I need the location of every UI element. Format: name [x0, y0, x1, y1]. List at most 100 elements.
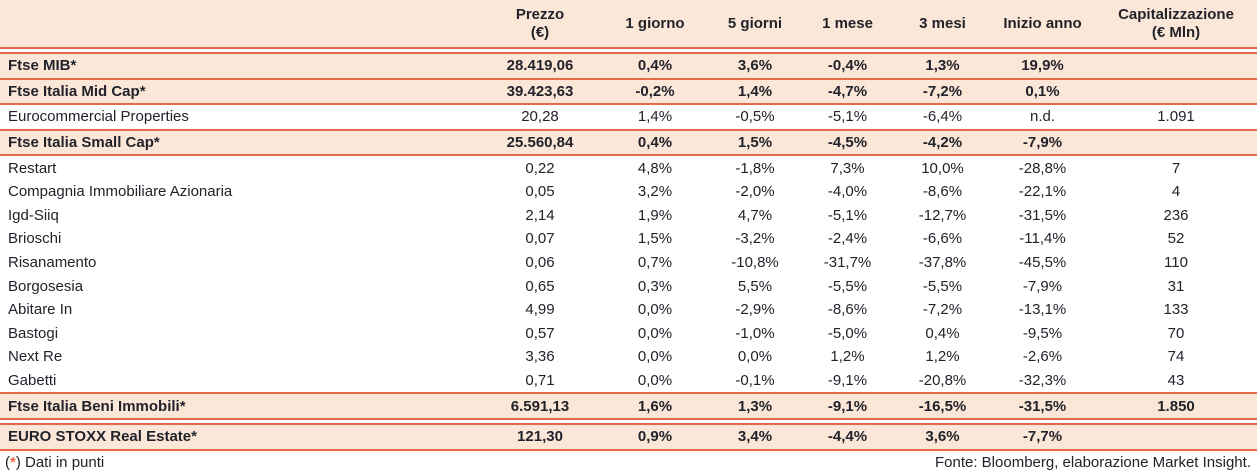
row-value-g5: 1,3% [737, 397, 773, 415]
row-name: EURO STOXX Real Estate* [8, 428, 197, 446]
row-value-m1: -8,6% [827, 301, 868, 319]
row-value-m1: -4,4% [827, 428, 868, 446]
row-value-m1: -5,0% [827, 324, 868, 342]
row-value-prezzo: 25.560,84 [506, 134, 574, 152]
header-label-line1: 1 giorno [625, 14, 685, 32]
row-name: Igd-Siiq [8, 206, 59, 224]
divider [0, 47, 1257, 49]
row-value-m3: 0,4% [925, 324, 960, 342]
row-value-ytd: -9,5% [1022, 324, 1063, 342]
row-name: Gabetti [8, 372, 57, 390]
header-cell: 3 mesi [895, 15, 990, 32]
row-value-m3: -16,5% [918, 397, 967, 415]
divider [0, 392, 1257, 395]
row-value-m1: -4,7% [827, 82, 868, 100]
row-value-prezzo: 6.591,13 [510, 397, 570, 415]
row-value-g1: 0,0% [637, 301, 673, 319]
row-value-cap: 133 [1163, 301, 1189, 319]
row-value-prezzo: 0,57 [525, 324, 555, 342]
row-value-m1: 1,2% [830, 348, 865, 366]
row-name: Risanamento [8, 254, 97, 272]
row-name: Ftse MIB* [8, 57, 77, 75]
row-value-ytd: -7,9% [1022, 134, 1063, 152]
row-value-m1: -4,5% [827, 134, 868, 152]
row-value-m3: -6,6% [922, 230, 963, 248]
table-row: Bastogi 0,57 0,0% -1,0% -5,0% 0,4% -9,5% 70 [0, 321, 1257, 346]
row-value-ytd: -2,6% [1022, 348, 1063, 366]
divider [0, 77, 1257, 80]
row-value-m3: -7,2% [922, 301, 963, 319]
row-value-prezzo: 0,71 [525, 372, 555, 390]
row-value-ytd: -11,4% [1019, 230, 1066, 248]
row-value-m1: -5,5% [827, 277, 868, 295]
row-value-cap: 43 [1167, 372, 1185, 390]
row-value-cap: 31 [1167, 277, 1185, 295]
source-note: Fonte: Bloomberg, elaborazione Market In… [934, 453, 1251, 471]
table-row: Ftse Italia Mid Cap* 39.423,63 -0,2% 1,4% -4… [0, 79, 1257, 104]
row-value-m3: -4,2% [922, 134, 963, 152]
row-value-g5: 0,0% [737, 348, 773, 366]
row-value-m3: 1,2% [925, 348, 960, 366]
header-cell: 1 mese [800, 15, 895, 32]
header-label-line1: 3 mesi [919, 14, 966, 32]
divider-gap [0, 419, 1257, 423]
divider [0, 422, 1257, 425]
row-value-ytd: -7,7% [1022, 428, 1063, 446]
table-row: Borgosesia 0,65 0,3% 5,5% -5,5% -5,5% -7,9% 31 [0, 274, 1257, 298]
divider-gap [0, 49, 1257, 52]
divider [0, 154, 1257, 157]
header-cell: Prezzo (€) [480, 6, 600, 41]
row-value-ytd: -45,5% [1018, 254, 1067, 272]
row-value-ytd: -13,1% [1018, 301, 1067, 319]
row-value-prezzo: 20,28 [521, 108, 559, 126]
footnote: (*) Dati in punti [5, 454, 104, 471]
row-value-m3: -7,2% [922, 82, 963, 100]
table-row: Ftse Italia Small Cap* 25.560,84 0,4% 1,5% -… [0, 130, 1257, 155]
table-row: Restart 0,22 4,8% -1,8% 7,3% 10,0% -28,8% 7 [0, 156, 1257, 180]
row-value-g5: -10,8% [731, 254, 779, 272]
row-value-cap: 7 [1171, 159, 1181, 177]
row-name: Borgosesia [8, 277, 84, 295]
row-name: Next Re [8, 348, 63, 366]
table-row: Compagnia Immobiliare Azionaria 0,05 3,2% -… [0, 179, 1257, 204]
row-value-g1: 0,7% [637, 254, 673, 272]
header-label-line2: (€ Mln) [1151, 23, 1201, 41]
row-name: Brioschi [8, 230, 62, 248]
table-footer: (*) Dati in punti Fonte: Bloomberg, elab… [0, 451, 1257, 471]
divider [0, 417, 1257, 420]
row-value-g5: -2,0% [735, 183, 775, 201]
header-label-line1: 5 giorni [727, 14, 783, 32]
header-cell: Inizio anno [990, 15, 1095, 32]
row-value-m3: 10,0% [921, 159, 964, 177]
row-value-g5: -2,9% [735, 301, 775, 319]
row-name: Eurocommercial Properties [8, 108, 189, 126]
row-value-cap: 4 [1171, 183, 1181, 201]
row-name: Restart [8, 159, 57, 177]
row-value-g1: 3,2% [637, 183, 673, 201]
row-value-g1: 4,8% [637, 159, 673, 177]
row-value-ytd: -7,9% [1022, 277, 1063, 295]
row-name: Compagnia Immobiliare Azionaria [8, 183, 233, 201]
row-value-g1: 0,0% [637, 348, 673, 366]
row-value-g1: 1,4% [637, 108, 673, 126]
header-label-line1: Capitalizzazione [1118, 6, 1234, 24]
row-value-m3: -6,4% [922, 108, 963, 126]
row-value-m3: -20,8% [918, 372, 967, 390]
divider [0, 448, 1257, 451]
row-value-g5: -1,0% [735, 324, 775, 342]
table-row: Eurocommercial Properties 20,28 1,4% -0,5% -… [0, 105, 1257, 129]
row-value-m1: -9,1% [827, 372, 868, 390]
table-row: EURO STOXX Real Estate* 121,30 0,9% 3,4% -4,… [0, 424, 1257, 449]
row-value-prezzo: 0,07 [525, 230, 555, 248]
row-value-g1: 0,4% [637, 134, 673, 152]
row-value-cap: 110 [1164, 254, 1188, 272]
row-value-g5: 3,4% [737, 428, 773, 446]
row-value-g1: 0,0% [637, 324, 673, 342]
row-value-g5: 1,4% [737, 82, 773, 100]
row-value-ytd: -22,1% [1018, 183, 1067, 201]
header-label-line1: 1 mese [822, 14, 873, 32]
row-name: Abitare In [8, 301, 73, 319]
row-value-g5: -3,2% [735, 230, 775, 248]
row-value-prezzo: 4,99 [525, 301, 555, 319]
row-value-ytd: n.d. [1029, 108, 1056, 126]
